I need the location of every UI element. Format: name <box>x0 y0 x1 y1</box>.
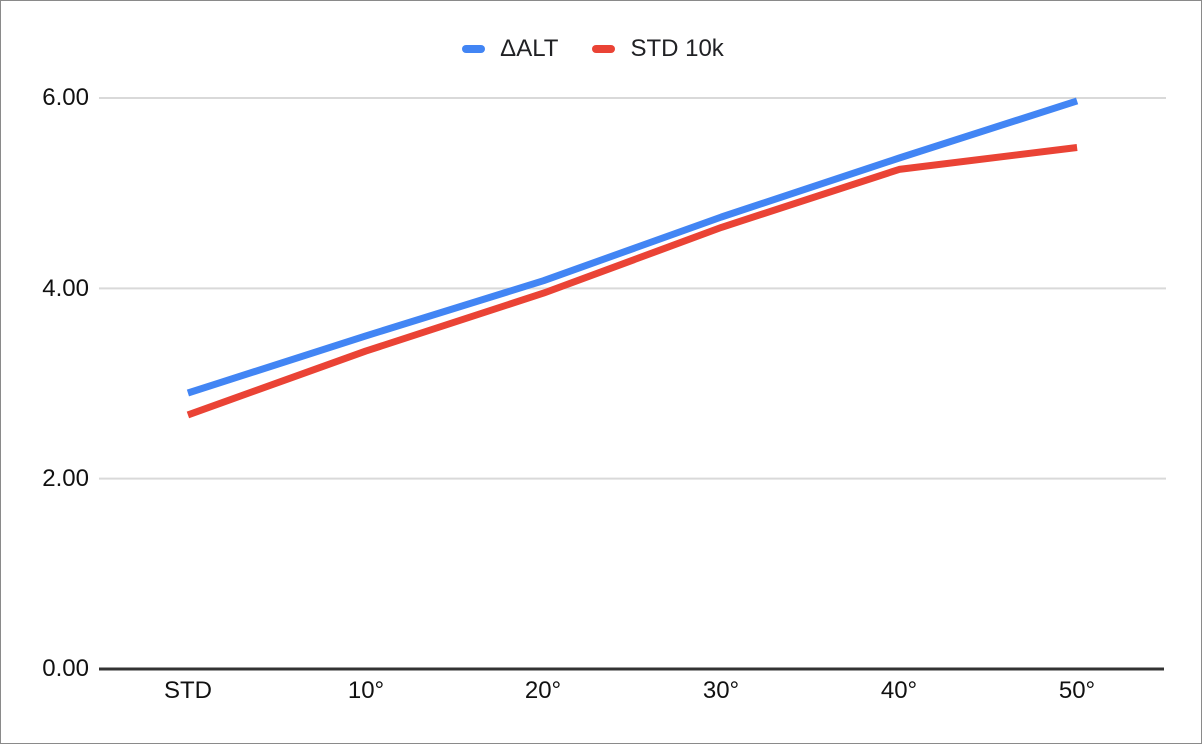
legend-swatch-std10k <box>592 45 616 53</box>
legend-item-std10k: STD 10k <box>592 35 724 63</box>
x-axis-tick-label: 30° <box>702 677 740 704</box>
x-axis-tick-label: 50° <box>1058 677 1096 704</box>
legend-label-std10k: STD 10k <box>630 35 724 62</box>
legend-item-alt: ΔALT <box>462 35 558 63</box>
x-axis-tick-label: 10° <box>347 677 385 704</box>
y-axis-tick-label: 0.00 <box>42 655 89 682</box>
series-line-std10k <box>186 144 1078 419</box>
x-axis-tick-label: 40° <box>880 677 918 704</box>
series-line-alt <box>186 97 1079 397</box>
y-axis-tick-label: 4.00 <box>42 275 89 302</box>
legend-swatch-alt <box>462 45 486 53</box>
y-axis-tick-label: 6.00 <box>42 84 89 111</box>
legend-label-alt: ΔALT <box>500 35 559 62</box>
chart-legend: ΔALT STD 10k <box>1 35 1185 63</box>
x-axis-tick-label: STD <box>164 677 212 704</box>
y-axis-tick-label: 2.00 <box>42 465 89 492</box>
x-axis-tick-label: 20° <box>524 677 562 704</box>
